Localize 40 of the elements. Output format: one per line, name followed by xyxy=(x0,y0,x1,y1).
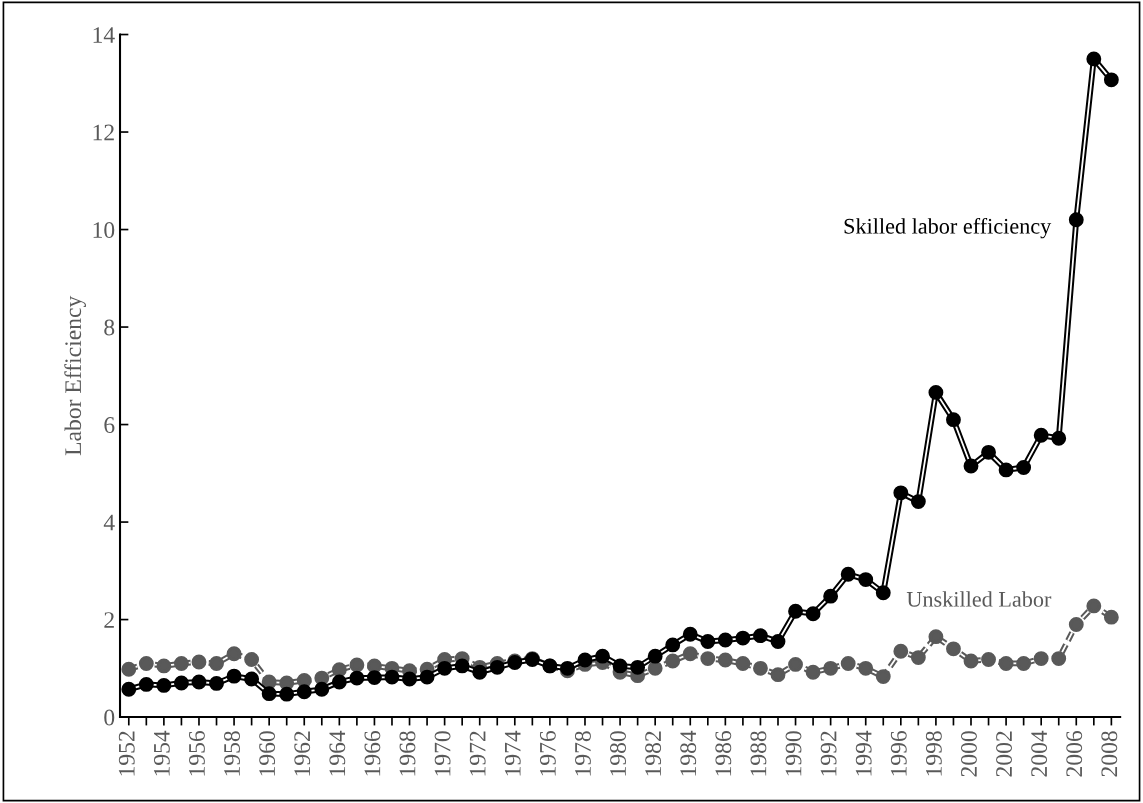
x-tick-label: 1998 xyxy=(925,731,942,776)
y-tick-label: 4 xyxy=(103,514,115,531)
x-tick-label: 2002 xyxy=(996,731,1012,777)
y-axis-title: Labor Efficiency xyxy=(64,295,86,456)
x-tick-label: 1984 xyxy=(680,730,697,776)
x-tick-label: 1956 xyxy=(189,730,205,776)
y-tick-label: 10 xyxy=(93,222,115,238)
x-tick-label: 1982 xyxy=(645,731,662,776)
x-tick-label: 2004 xyxy=(1031,730,1048,777)
x-tick-label: 2000 xyxy=(960,731,977,777)
x-tick-label: 1968 xyxy=(399,731,416,776)
x-tick-label: 1994 xyxy=(855,730,872,776)
x-tick-label: 1986 xyxy=(715,730,732,776)
x-tick-label: 1976 xyxy=(539,730,556,776)
x-tick-label: 1980 xyxy=(610,731,626,776)
x-tick-label: 1990 xyxy=(785,731,802,776)
y-tick-label: 2 xyxy=(104,612,114,628)
y-tick-label: 0 xyxy=(104,709,115,726)
x-tick-label: 1970 xyxy=(434,731,451,776)
x-tick-label: 1988 xyxy=(750,731,767,776)
x-tick-label: 1960 xyxy=(259,731,276,776)
series-label: Skilled labor efficiency xyxy=(844,217,1052,239)
x-tick-label: 1952 xyxy=(118,731,135,776)
x-tick-label: 1958 xyxy=(224,731,240,776)
y-tick-label: 12 xyxy=(93,124,114,141)
x-tick-label: 1962 xyxy=(294,731,311,776)
x-tick-label: 2008 xyxy=(1101,731,1118,777)
series-label: Unskilled Labor xyxy=(906,591,1052,607)
x-tick-label: 1996 xyxy=(890,730,907,776)
x-tick-label: 1992 xyxy=(820,731,837,776)
x-tick-label: 1954 xyxy=(153,730,170,776)
y-tick-label: 8 xyxy=(104,319,115,336)
x-tick-label: 1964 xyxy=(329,730,346,776)
y-tick-label: 6 xyxy=(104,417,115,433)
x-tick-label: 1978 xyxy=(574,731,591,776)
x-tick-label: 2006 xyxy=(1066,730,1083,777)
x-tick-label: 1972 xyxy=(469,731,486,776)
y-tick-label: 14 xyxy=(93,27,115,43)
x-tick-label: 1966 xyxy=(364,730,381,776)
x-tick-label: 1974 xyxy=(504,730,521,776)
